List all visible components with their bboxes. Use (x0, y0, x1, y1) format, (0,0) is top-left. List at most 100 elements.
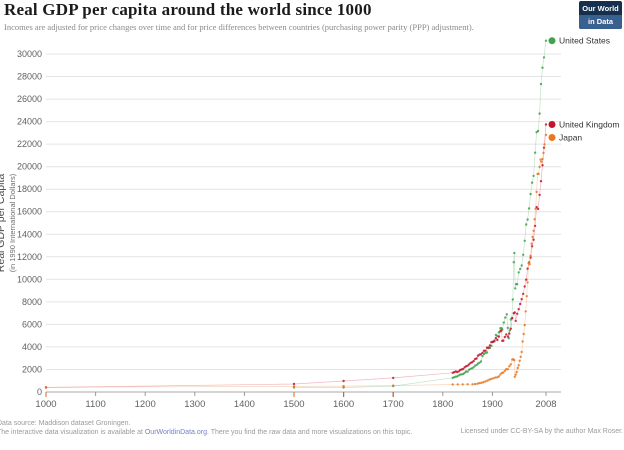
data-point[interactable] (506, 368, 509, 371)
data-point[interactable] (482, 381, 485, 384)
data-point[interactable] (481, 354, 484, 358)
data-point[interactable] (471, 383, 474, 386)
data-point[interactable] (512, 261, 515, 264)
owid-logo[interactable]: Our World in Data (579, 1, 622, 29)
data-point[interactable] (497, 375, 501, 378)
data-point[interactable] (527, 207, 531, 210)
data-point[interactable] (505, 313, 508, 316)
data-point[interactable] (538, 193, 541, 197)
data-point[interactable] (504, 316, 507, 319)
data-point[interactable] (513, 311, 516, 314)
data-point[interactable] (490, 377, 493, 381)
data-point[interactable] (502, 321, 505, 324)
data-point[interactable] (392, 384, 395, 387)
data-point[interactable] (503, 369, 506, 372)
data-point[interactable] (342, 384, 345, 388)
data-point[interactable] (519, 267, 522, 271)
data-point[interactable] (479, 353, 483, 356)
data-point[interactable] (517, 308, 520, 311)
data-point[interactable] (544, 39, 548, 42)
data-point[interactable] (519, 302, 522, 306)
data-point[interactable] (502, 339, 505, 342)
data-point[interactable] (520, 298, 523, 301)
data-point[interactable] (511, 317, 514, 320)
data-point[interactable] (514, 319, 517, 323)
data-point[interactable] (521, 340, 524, 343)
data-point[interactable] (488, 378, 491, 381)
data-point[interactable] (494, 337, 498, 340)
data-point[interactable] (533, 218, 536, 221)
data-point[interactable] (522, 292, 525, 296)
data-point[interactable] (476, 382, 479, 385)
data-point[interactable] (520, 350, 523, 354)
data-point[interactable] (537, 172, 540, 175)
data-point[interactable] (478, 361, 481, 364)
data-point[interactable] (456, 383, 459, 386)
data-point[interactable] (451, 383, 454, 386)
data-point[interactable] (508, 365, 511, 368)
data-point[interactable] (516, 366, 519, 370)
data-point[interactable] (538, 165, 541, 169)
legend-entry-united-states[interactable]: United States (548, 36, 611, 46)
legend-label[interactable]: United Kingdom (559, 120, 619, 130)
data-point[interactable] (532, 229, 535, 232)
data-point[interactable] (523, 239, 526, 242)
legend-label[interactable]: Japan (559, 133, 582, 143)
data-point[interactable] (532, 174, 535, 178)
data-point[interactable] (484, 349, 487, 352)
series-united-states[interactable] (292, 39, 548, 398)
data-point[interactable] (539, 180, 543, 183)
data-point[interactable] (484, 380, 487, 383)
data-point[interactable] (462, 367, 465, 371)
data-point[interactable] (516, 312, 519, 315)
data-point[interactable] (511, 298, 514, 301)
data-point[interactable] (472, 366, 475, 369)
data-point[interactable] (535, 205, 538, 209)
data-point[interactable] (542, 56, 546, 59)
data-point[interactable] (536, 129, 540, 133)
data-point[interactable] (392, 376, 395, 380)
data-point[interactable] (478, 381, 481, 385)
data-point[interactable] (529, 254, 532, 257)
data-point[interactable] (529, 192, 532, 196)
data-point[interactable] (487, 346, 490, 349)
data-point[interactable] (481, 351, 484, 354)
data-point[interactable] (496, 338, 499, 342)
data-point[interactable] (503, 335, 506, 339)
data-point[interactable] (506, 326, 509, 330)
series-japan[interactable] (44, 133, 548, 397)
data-point[interactable] (514, 287, 517, 290)
data-point[interactable] (513, 359, 516, 362)
data-point[interactable] (544, 123, 548, 126)
data-point[interactable] (509, 363, 512, 366)
data-point[interactable] (533, 151, 537, 154)
data-point[interactable] (541, 164, 544, 167)
data-point[interactable] (518, 359, 521, 362)
data-point[interactable] (467, 363, 471, 366)
data-point[interactable] (541, 66, 544, 69)
data-point[interactable] (526, 267, 529, 270)
data-point[interactable] (466, 370, 469, 373)
data-point[interactable] (492, 377, 495, 380)
data-point[interactable] (517, 364, 520, 367)
data-point[interactable] (499, 373, 502, 376)
data-point[interactable] (538, 112, 541, 115)
data-point[interactable] (541, 157, 544, 161)
data-point[interactable] (543, 143, 546, 146)
data-point[interactable] (542, 146, 546, 149)
data-point[interactable] (539, 82, 543, 86)
data-point[interactable] (292, 385, 296, 388)
data-point[interactable] (515, 370, 518, 374)
data-point[interactable] (506, 335, 509, 338)
data-point[interactable] (509, 327, 512, 330)
data-point[interactable] (516, 283, 519, 286)
data-point[interactable] (530, 242, 533, 245)
data-point[interactable] (472, 359, 475, 363)
data-point[interactable] (517, 271, 520, 274)
data-point[interactable] (479, 360, 483, 363)
data-point[interactable] (532, 238, 535, 241)
data-point[interactable] (513, 375, 516, 378)
owid-link[interactable]: OurWorldinData.org (144, 429, 207, 436)
data-point[interactable] (540, 160, 543, 163)
data-point[interactable] (529, 256, 532, 259)
